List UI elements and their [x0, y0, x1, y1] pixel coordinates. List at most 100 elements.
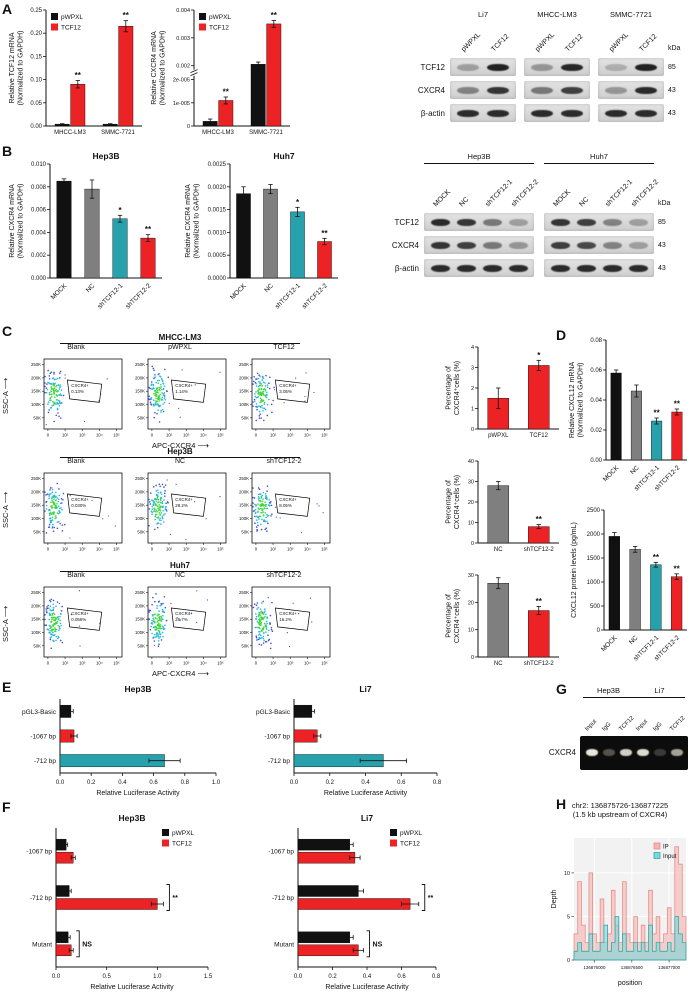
svg-text:0.05: 0.05	[30, 101, 42, 107]
gel-band	[602, 749, 615, 756]
svg-text:1.14%: 1.14%	[175, 389, 188, 394]
axis: 0 1e-005 2e-005 0.002 0.003 0.004	[173, 8, 290, 130]
protein-band	[635, 109, 657, 117]
svg-text:10⁴: 10⁴	[96, 433, 103, 438]
svg-text:**: **	[271, 11, 278, 20]
apc-cxcr4-label: APC-CXCR4	[152, 441, 196, 450]
chart-tcf12-mrna: 0.00 0.05 0.10 0.15 0.20 0.25 ** MHCC-LM3 ** SMMC…	[9, 8, 142, 136]
protein-band	[430, 218, 450, 226]
svg-text:10²: 10²	[166, 547, 173, 552]
protein-band	[628, 241, 648, 249]
svg-text:1.0: 1.0	[212, 780, 221, 786]
blot-strip	[424, 213, 534, 231]
bars: MOCK NC**shTCF12-1**shTCF12-2	[600, 532, 683, 662]
svg-text:**: **	[674, 400, 681, 409]
svg-text:shTCF12-1: shTCF12-1	[274, 282, 302, 310]
bars: MOCK NC**shTCF12-1**shTCF12-2	[602, 369, 683, 492]
svg-text:0.0: 0.0	[294, 974, 303, 980]
protein-band	[561, 63, 583, 71]
blot-group-name: Li7	[477, 10, 488, 19]
svg-text:10³: 10³	[183, 433, 190, 438]
density-cloud	[44, 369, 108, 426]
density-cloud	[148, 479, 221, 541]
axis-arrow-icon: ⟶	[197, 669, 209, 678]
protein-band	[508, 264, 528, 272]
svg-text:16.2%: 16.2%	[279, 617, 292, 622]
flow-y-axis-label: SSC-A ⟶	[1, 493, 10, 528]
svg-text:**: **	[653, 553, 660, 562]
svg-text:CXCR4+: CXCR4+	[71, 383, 89, 388]
svg-text:10: 10	[468, 628, 474, 634]
blot-row-label: TCF12	[394, 217, 419, 227]
svg-text:100K: 100K	[239, 630, 249, 635]
svg-text:*: *	[296, 198, 300, 207]
svg-text:-1067 bp: -1067 bp	[268, 849, 294, 856]
kda-value: 43	[658, 241, 666, 249]
blot-strip	[450, 58, 516, 76]
panel-label-f: F	[2, 799, 11, 815]
svg-text:50K: 50K	[241, 643, 249, 648]
svg-text:0.4: 0.4	[361, 780, 370, 786]
blot-lane-label: MOCK	[552, 188, 573, 209]
svg-text:10⁴: 10⁴	[200, 433, 207, 438]
svg-text:200K: 200K	[31, 489, 41, 494]
svg-text:0: 0	[471, 655, 474, 661]
flow-y-axis-label: SSC-A ⟶	[1, 379, 10, 414]
svg-text:Huh7: Huh7	[273, 151, 295, 161]
svg-text:10²: 10²	[166, 433, 173, 438]
svg-text:150K: 150K	[31, 389, 41, 394]
svg-text:2000: 2000	[587, 532, 601, 538]
bars: pWPXL * TCF12	[487, 351, 550, 439]
blot-group-name: Huh7	[544, 152, 654, 164]
blot-strip	[544, 236, 654, 254]
svg-text:0.04: 0.04	[590, 398, 602, 404]
svg-text:10²: 10²	[166, 661, 173, 666]
svg-text:50K: 50K	[33, 415, 41, 420]
bars: ** MHCC-LM3 ** SMMC-7721	[54, 11, 135, 136]
svg-text:shTCF12-2: shTCF12-2	[524, 661, 555, 667]
svg-text:CXCR4+: CXCR4+	[279, 611, 297, 616]
svg-text:0.0: 0.0	[56, 780, 65, 786]
flow-plot: 250K 200K 150K 100K 50K 0 10² 10³ 10⁴ 10⁵ CXCR4+26…	[135, 586, 227, 666]
protein-band	[561, 86, 583, 94]
protein-band	[635, 63, 657, 71]
gel-band	[585, 749, 598, 756]
gate	[66, 607, 103, 631]
svg-text:TCF12: TCF12	[400, 841, 420, 848]
blot-lane-label: MOCK	[432, 188, 453, 209]
svg-text:-712 bp: -712 bp	[34, 758, 56, 765]
svg-text:0.6: 0.6	[149, 780, 158, 786]
blot-lane-label: shTCF12-2	[510, 178, 541, 209]
svg-text:10⁴: 10⁴	[96, 547, 103, 552]
bars: pGL3-Basic -1067 bp -712 bp	[22, 704, 181, 768]
axis: 0.0 0.2 0.4 0.6 0.8	[290, 699, 442, 786]
protein-band	[635, 86, 657, 94]
svg-text:**: **	[223, 88, 230, 97]
blot-strip	[598, 81, 664, 99]
svg-text:pGL3-Basic: pGL3-Basic	[256, 709, 291, 716]
protein-band	[456, 241, 476, 249]
svg-text:CXCR4⁺cells (%): CXCR4⁺cells (%)	[454, 475, 461, 529]
protein-band	[576, 218, 596, 226]
chart-chip-coverage: 0 5 10 136876000 136876500 136877000 Depth posi…	[551, 838, 687, 987]
svg-text:100K: 100K	[135, 516, 145, 521]
svg-text:5: 5	[567, 914, 570, 920]
kda-header: kDa	[668, 45, 681, 52]
svg-text:SMMC-7721: SMMC-7721	[249, 130, 283, 136]
svg-text:0.000: 0.000	[31, 276, 47, 282]
svg-text:MOCK: MOCK	[229, 282, 248, 301]
panel-label-d: D	[556, 327, 567, 343]
protein-band	[456, 218, 476, 226]
svg-text:0.0010: 0.0010	[208, 230, 227, 236]
svg-text:shTCF12-2: shTCF12-2	[301, 282, 329, 310]
axis-arrow-icon: ⟶	[1, 606, 10, 618]
blot-row-label: CXCR4	[391, 240, 419, 250]
svg-text:0.2: 0.2	[87, 780, 96, 786]
svg-text:0.002: 0.002	[176, 64, 190, 70]
svg-text:0.0015: 0.0015	[208, 208, 227, 214]
protein-band	[457, 109, 479, 117]
svg-text:10⁴: 10⁴	[200, 661, 207, 666]
flow-col-title: NC	[174, 458, 186, 465]
bars: -1067 bp -712 bp Mutant	[268, 838, 420, 957]
svg-text:0.010: 0.010	[31, 162, 47, 168]
